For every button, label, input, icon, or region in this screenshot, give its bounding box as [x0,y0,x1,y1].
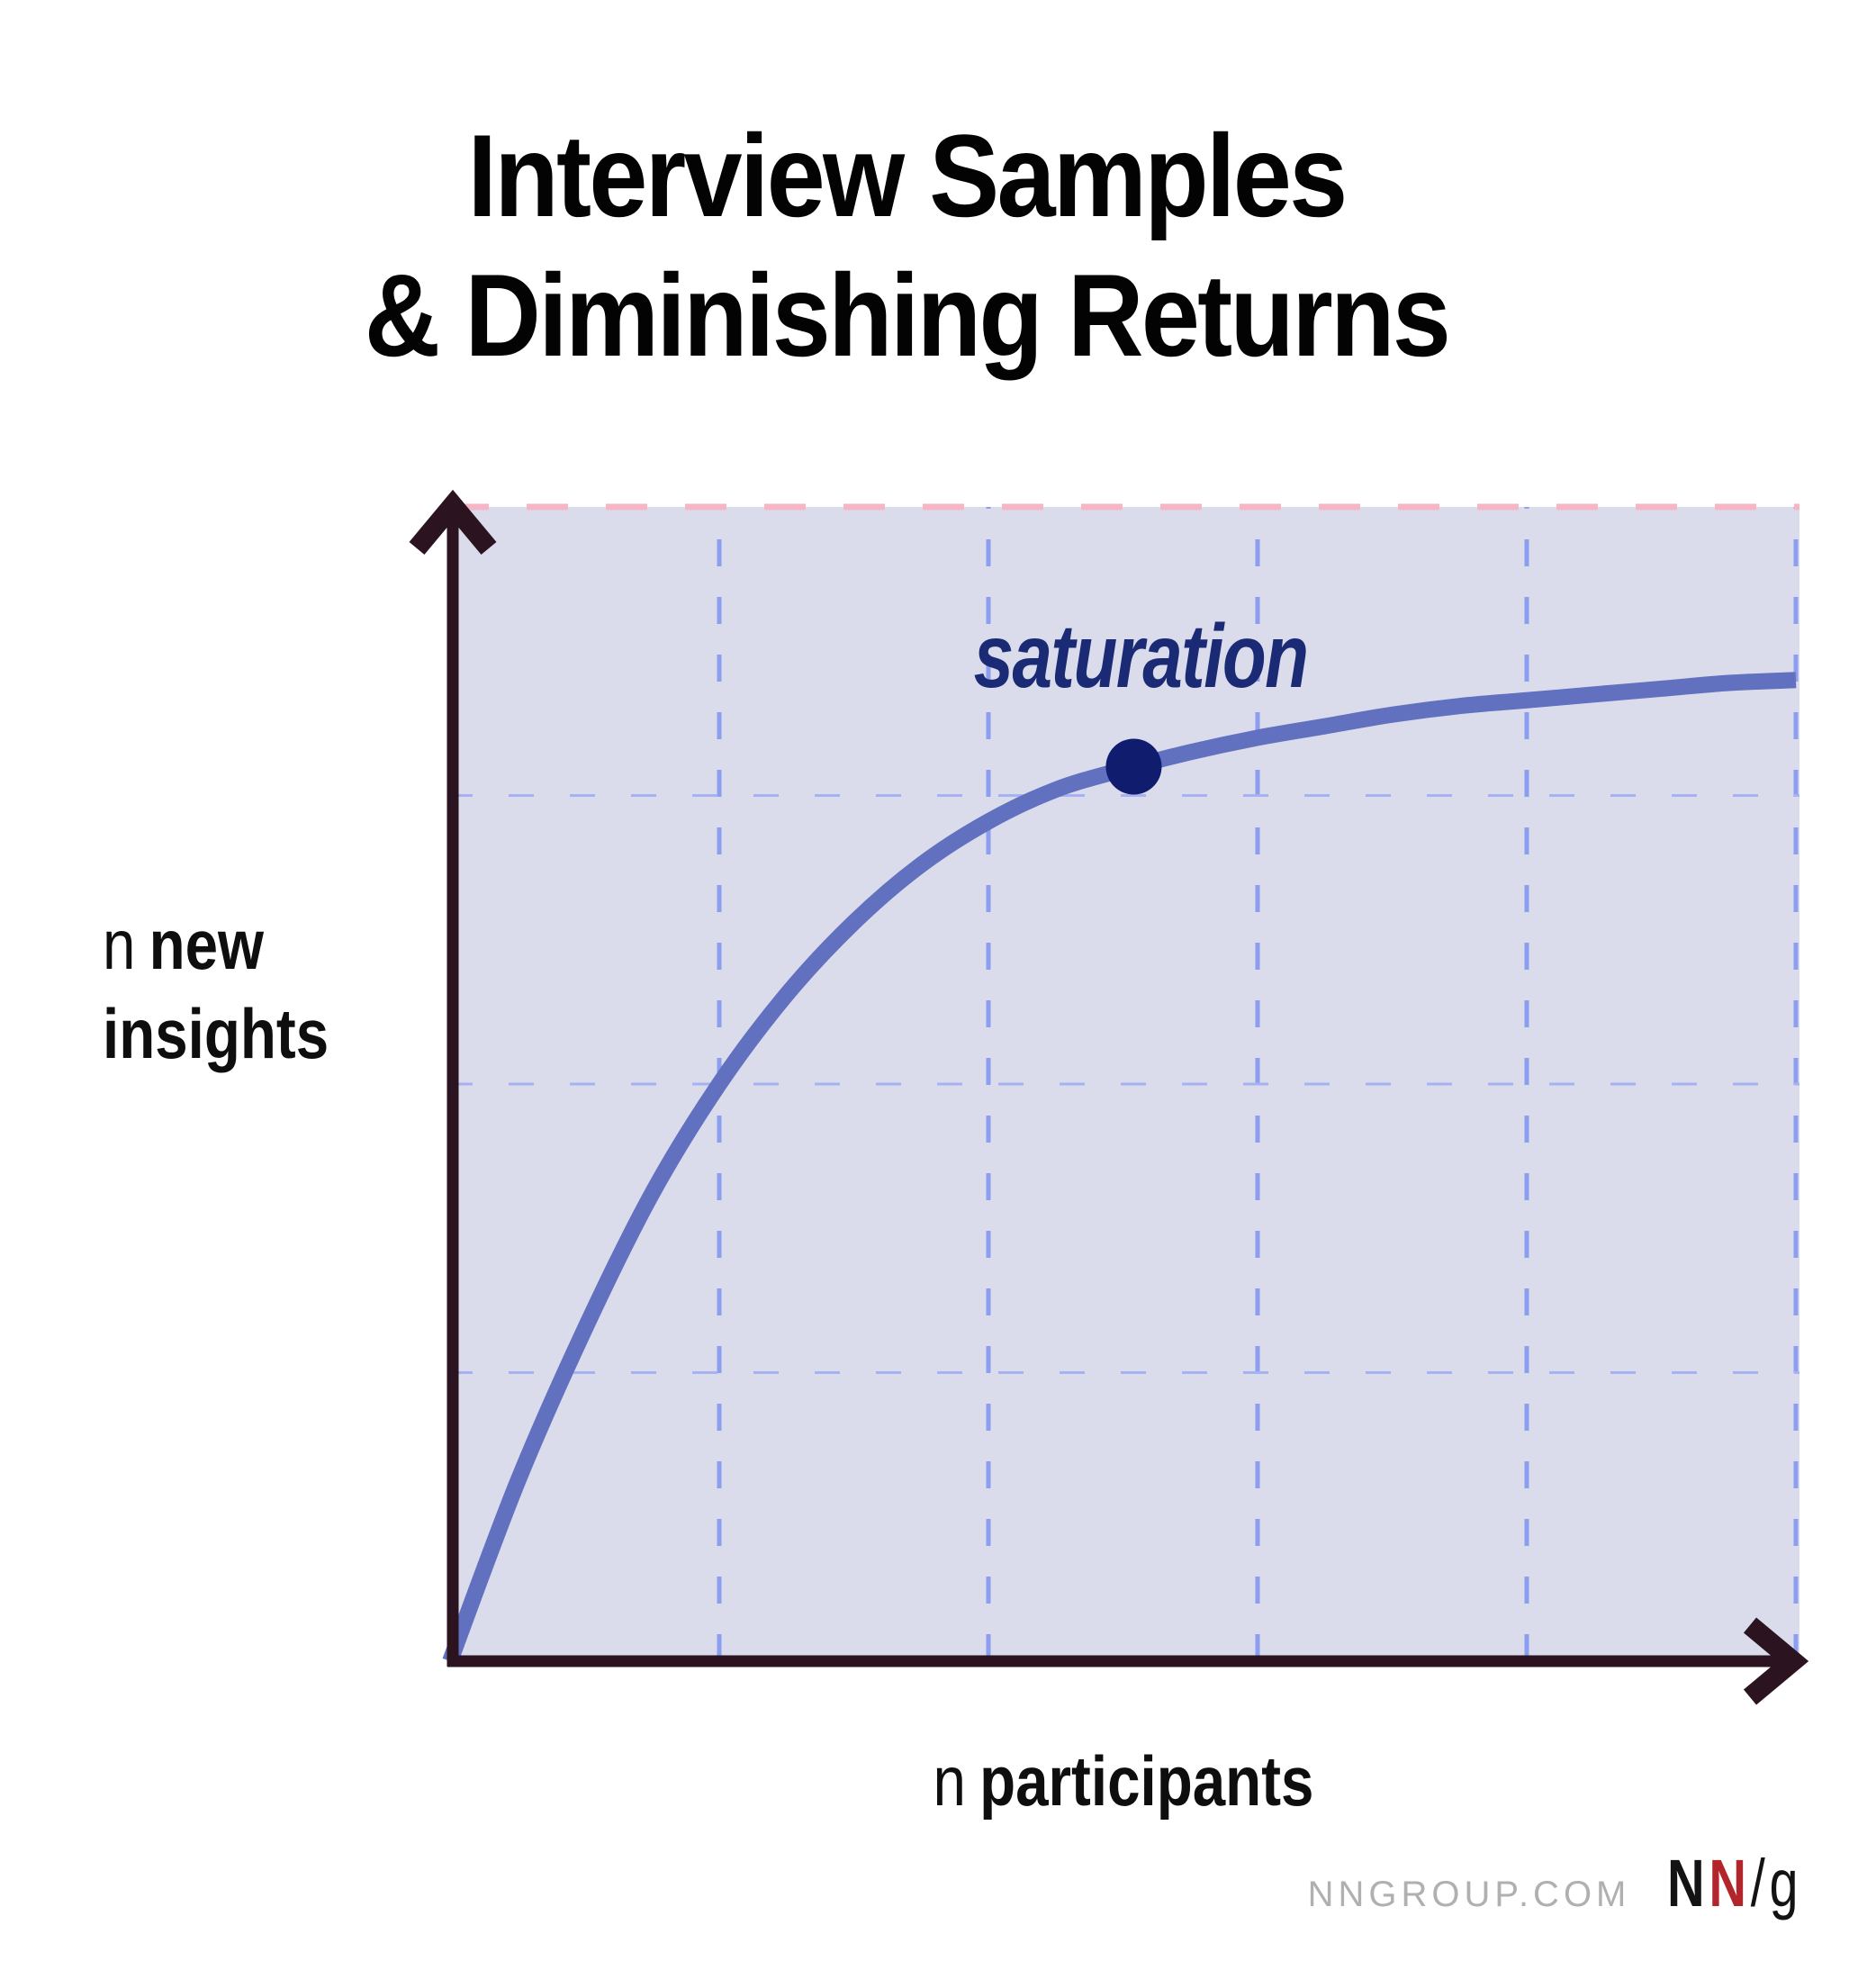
logo-slash: / [1751,1846,1770,1920]
footer: NNGROUP.COM NN/g [1308,1845,1799,1921]
logo-letter-g: g [1769,1846,1799,1920]
saturation-point-marker [1105,738,1162,795]
logo-letter-n1: N [1667,1846,1709,1920]
chart-title-line1: Interview Samples [467,110,1348,241]
y-axis-label: n new insights [103,900,329,1079]
website-url: NNGROUP.COM [1307,1875,1631,1914]
x-axis-arrowhead-icon [1743,1617,1809,1705]
logo-letter-n2: N [1709,1846,1752,1920]
y-axis-word2: insights [103,994,329,1073]
y-axis-arrowhead-icon [409,489,497,556]
x-axis-word: participants [979,1741,1314,1821]
x-axis-label: n participants [933,1740,1314,1822]
x-axis-variable: n [933,1741,966,1821]
saturation-annotation-label: saturation [973,606,1309,707]
nng-logo: NN/g [1667,1845,1799,1921]
y-axis-word1: new [149,905,264,984]
chart-title: Interview Samples & Diminishing Returns [62,106,1751,385]
diminishing-returns-curve [442,672,1797,1665]
chart-title-line2: & Diminishing Returns [364,249,1451,381]
y-axis-variable: n [103,905,136,984]
